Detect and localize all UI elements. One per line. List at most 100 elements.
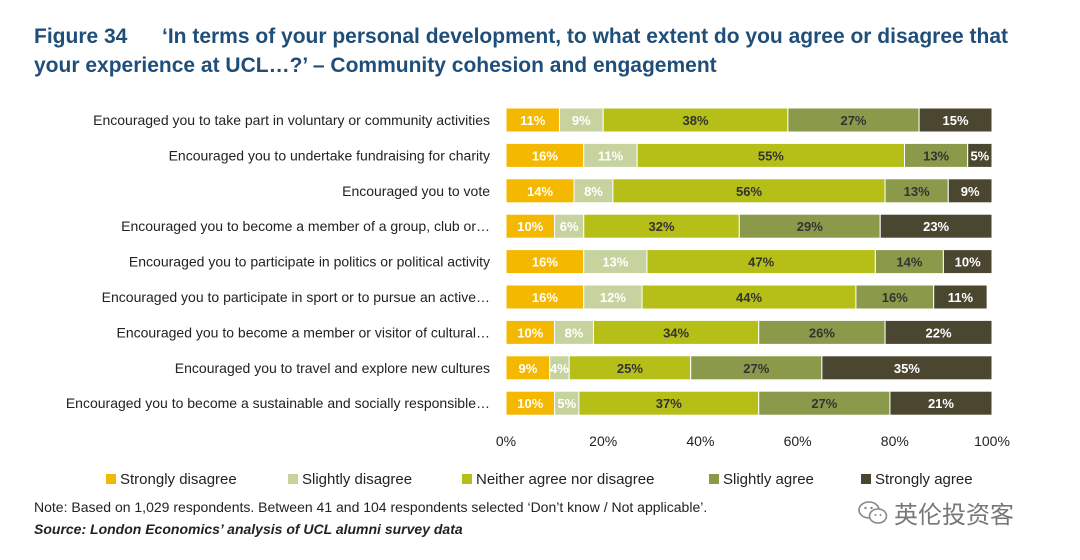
data-label: 13%	[904, 184, 930, 199]
legend-label: Strongly agree	[875, 471, 973, 488]
data-label: 14%	[527, 184, 553, 199]
title-line-1: ‘In terms of your personal development, …	[162, 25, 1008, 48]
bar-segment	[505, 390, 556, 416]
data-label: 47%	[748, 255, 774, 270]
bar-segment	[738, 213, 881, 239]
data-label: 11%	[948, 290, 974, 305]
bar-segment	[554, 319, 594, 345]
data-label: 16%	[532, 290, 558, 305]
data-label: 22%	[926, 325, 952, 340]
category-label: Encouraged you to become a member or vis…	[116, 324, 490, 340]
bar-segment	[690, 355, 823, 381]
category-label: Encouraged you to become a sustainable a…	[66, 395, 490, 411]
data-label: 9%	[518, 361, 537, 376]
bar-segment	[578, 390, 760, 416]
data-label: 5%	[970, 148, 989, 163]
legend-swatch	[462, 474, 472, 484]
data-label: 35%	[894, 361, 920, 376]
x-tick-label: 60%	[784, 433, 812, 449]
bar-segment	[821, 355, 993, 381]
bar-segment	[874, 249, 944, 275]
bar-segment	[602, 107, 789, 133]
data-label: 32%	[649, 219, 675, 234]
legend-swatch	[709, 474, 719, 484]
data-label: 37%	[656, 396, 682, 411]
bar-segment	[641, 284, 857, 310]
data-label: 8%	[584, 184, 603, 199]
data-label: 55%	[758, 148, 784, 163]
bar-segment	[505, 249, 585, 275]
figure-label: Figure 34	[34, 25, 128, 48]
data-label: 5%	[557, 396, 576, 411]
category-label: Encouraged you to travel and explore new…	[175, 360, 490, 376]
bar-segment	[646, 249, 876, 275]
data-label: 21%	[928, 396, 954, 411]
bar-segment	[758, 390, 891, 416]
bar-segment	[505, 284, 585, 310]
bar-segment	[583, 213, 740, 239]
data-label: 9%	[572, 113, 591, 128]
data-label: 27%	[840, 113, 866, 128]
bar-segment	[855, 284, 935, 310]
bar-segment	[967, 142, 993, 168]
data-label: 10%	[517, 396, 543, 411]
legend-swatch	[106, 474, 116, 484]
data-label: 34%	[663, 325, 689, 340]
legend-label: Strongly disagree	[120, 471, 237, 488]
legend-swatch	[288, 474, 298, 484]
watermark-text: 英伦投资客	[894, 501, 1014, 529]
bar-segment	[918, 107, 993, 133]
x-tick-label: 0%	[496, 433, 516, 449]
figure-title: Figure 34 ‘In terms of your personal deve…	[34, 22, 1064, 80]
data-label: 9%	[961, 184, 980, 199]
bar-segment	[904, 142, 969, 168]
category-label: Encouraged you to undertake fundraising …	[169, 147, 490, 163]
data-label: 8%	[565, 325, 584, 340]
legend-label: Slightly agree	[723, 471, 814, 488]
data-label: 11%	[520, 113, 546, 128]
category-label: Encouraged you to participate in sport o…	[102, 289, 490, 305]
data-label: 15%	[943, 113, 969, 128]
data-label: 6%	[560, 219, 579, 234]
data-label: 16%	[532, 255, 558, 270]
data-label: 16%	[882, 290, 908, 305]
data-label: 26%	[809, 325, 835, 340]
bar-segment	[583, 249, 648, 275]
data-label: 27%	[811, 396, 837, 411]
source-text: Source: London Economics’ analysis of UC…	[34, 521, 463, 537]
bar-segment	[879, 213, 993, 239]
category-label: Encouraged you to participate in politic…	[129, 254, 490, 270]
data-label: 23%	[923, 219, 949, 234]
data-label: 10%	[517, 219, 543, 234]
category-label: Encouraged you to become a member of a g…	[121, 218, 490, 234]
bar-segment	[505, 355, 551, 381]
bar-segment	[568, 355, 692, 381]
data-label: 4%	[550, 361, 569, 376]
data-label: 16%	[532, 148, 558, 163]
category-label: Encouraged you to take part in voluntary…	[93, 112, 490, 128]
bar-segment	[583, 142, 638, 168]
note-text: Note: Based on 1,029 respondents. Betwee…	[34, 499, 708, 515]
category-label: Encouraged you to vote	[342, 183, 490, 199]
bar-segment	[505, 213, 556, 239]
bar-segment	[933, 284, 988, 310]
x-tick-label: 40%	[686, 433, 714, 449]
bar-segment	[947, 178, 993, 204]
data-label: 12%	[600, 290, 626, 305]
data-label: 25%	[617, 361, 643, 376]
x-tick-label: 100%	[974, 433, 1010, 449]
watermark: 英伦投资客	[858, 495, 1014, 530]
x-tick-label: 80%	[881, 433, 909, 449]
bar-segment	[884, 319, 993, 345]
data-label: 13%	[923, 148, 949, 163]
data-label: 13%	[602, 255, 628, 270]
bar-segment	[889, 390, 993, 416]
title-line-2: your experience at UCL…?’ – Community co…	[34, 54, 717, 77]
bar-segment	[758, 319, 886, 345]
legend-swatch	[861, 474, 871, 484]
data-label: 10%	[955, 255, 981, 270]
data-label: 27%	[743, 361, 769, 376]
bar-segment	[942, 249, 993, 275]
